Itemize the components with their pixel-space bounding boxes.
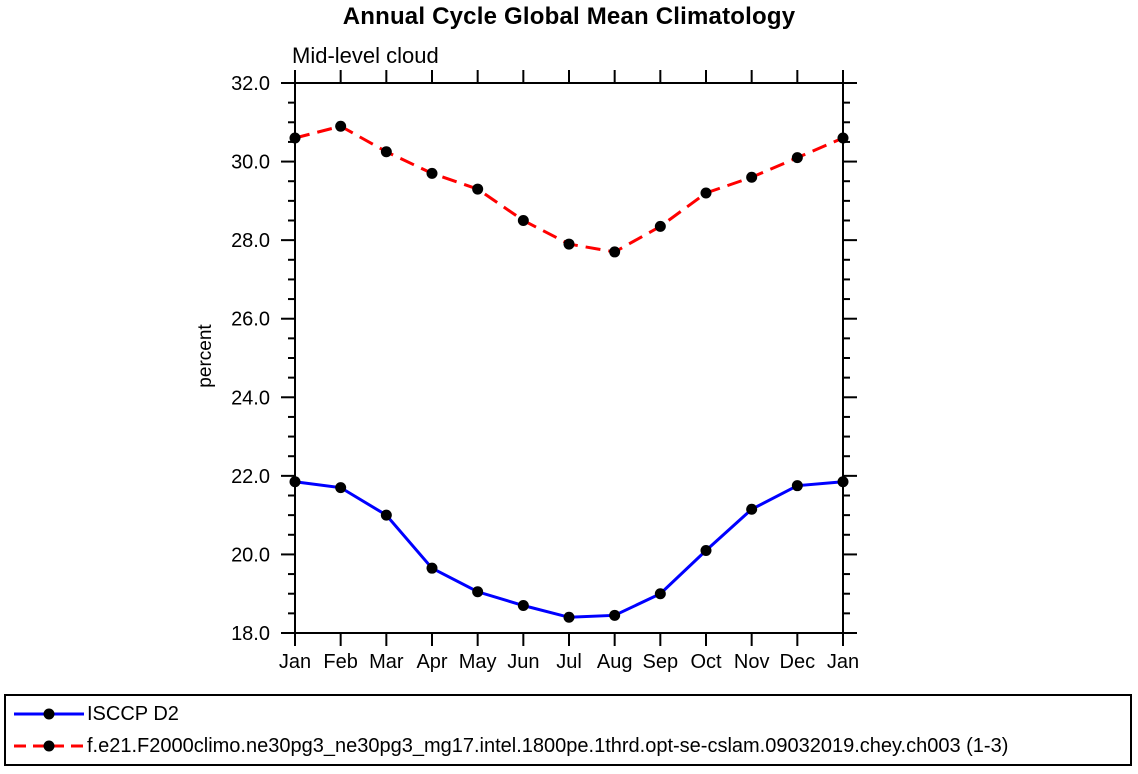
svg-text:Jul: Jul xyxy=(556,651,582,673)
svg-text:22.0: 22.0 xyxy=(231,466,270,488)
svg-text:24.0: 24.0 xyxy=(231,387,270,409)
legend-entry-model-run: f.e21.F2000climo.ne30pg3_ne30pg3_mg17.in… xyxy=(6,730,1130,762)
legend-label-model-run: f.e21.F2000climo.ne30pg3_ne30pg3_mg17.in… xyxy=(87,734,1009,757)
chart-title: Annual Cycle Global Mean Climatology xyxy=(342,3,796,30)
chart-subtitle: Mid-level cloud xyxy=(292,43,439,68)
svg-text:30.0: 30.0 xyxy=(231,152,270,174)
svg-text:Dec: Dec xyxy=(780,651,816,673)
legend: ISCCP D2 f.e21.F2000climo.ne30pg3_ne30pg… xyxy=(4,694,1132,766)
svg-text:Oct: Oct xyxy=(690,651,722,673)
svg-text:20.0: 20.0 xyxy=(231,544,270,566)
svg-text:Aug: Aug xyxy=(597,651,633,673)
svg-text:18.0: 18.0 xyxy=(231,623,270,645)
marker-dot-icon xyxy=(43,740,55,752)
dashed-line-sample-icon xyxy=(14,740,84,752)
svg-text:Feb: Feb xyxy=(323,651,357,673)
chart-canvas: Jan Feb Mar Apr May Jun Jul Aug Sep Oct Nov Dec Jan 1… xyxy=(231,70,859,673)
svg-text:Jun: Jun xyxy=(507,651,539,673)
svg-text:28.0: 28.0 xyxy=(231,230,270,252)
svg-text:Jan: Jan xyxy=(827,651,859,673)
svg-text:May: May xyxy=(459,651,497,673)
svg-text:26.0: 26.0 xyxy=(231,309,270,331)
marker-dot-icon xyxy=(43,708,55,720)
svg-text:32.0: 32.0 xyxy=(231,73,270,95)
svg-text:Jan: Jan xyxy=(279,651,311,673)
svg-text:Nov: Nov xyxy=(734,651,770,673)
solid-line-sample-icon xyxy=(14,708,84,720)
svg-text:Apr: Apr xyxy=(416,651,447,673)
svg-text:Sep: Sep xyxy=(643,651,679,673)
legend-label-isccp-d2: ISCCP D2 xyxy=(87,702,179,725)
svg-text:Mar: Mar xyxy=(369,651,404,673)
legend-entry-isccp-d2: ISCCP D2 xyxy=(6,698,1130,730)
